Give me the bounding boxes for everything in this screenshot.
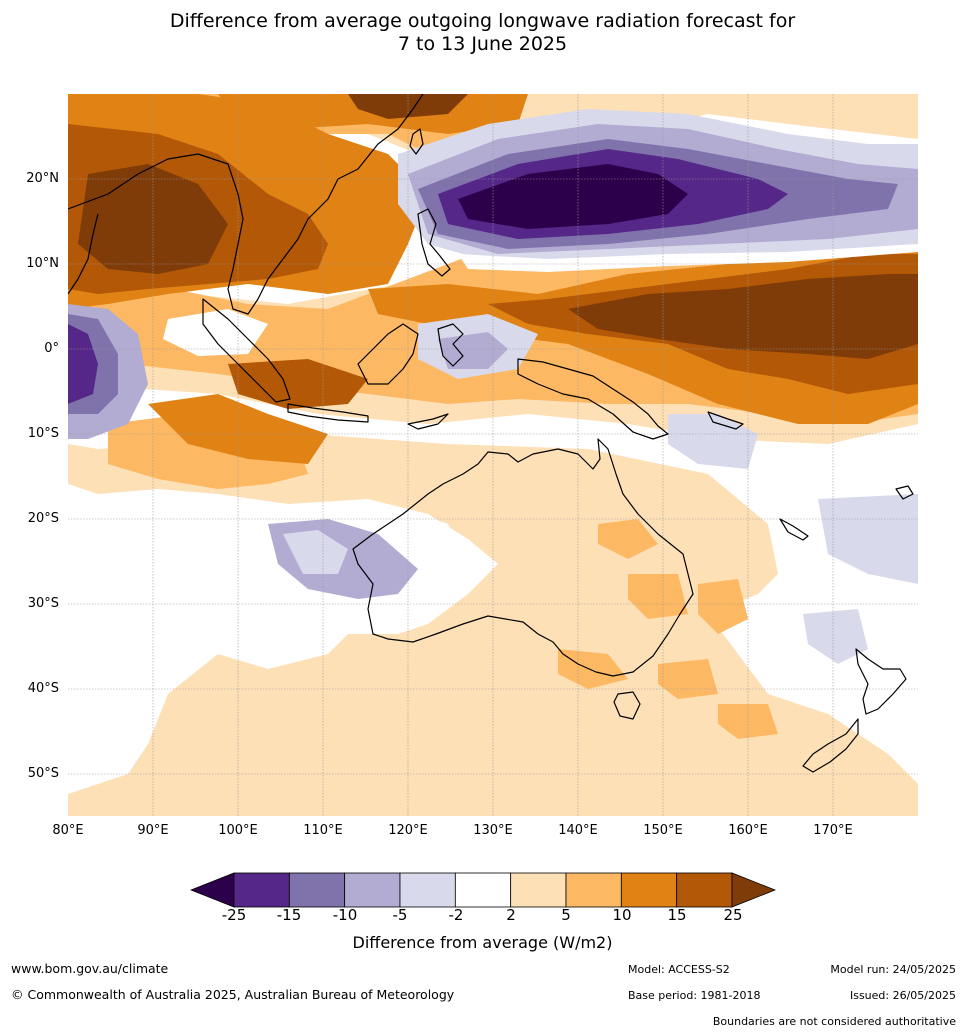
anomaly-zone-brown-maritime <box>228 359 368 409</box>
coastline-new-guinea <box>517 358 669 440</box>
anomaly-zone-dark-orange-maritime <box>148 394 328 464</box>
lat-label-40s: 40°S <box>27 681 59 696</box>
lat-label-10n: 10°N <box>26 256 59 271</box>
coastline-fiji <box>895 485 914 500</box>
lat-label-10s: 10°S <box>27 426 59 441</box>
colorbar-segment <box>454 872 512 908</box>
coastline-india-east <box>68 213 99 295</box>
anomaly-zone-light-purple-coral-north <box>668 414 758 469</box>
anomaly-zone-light-purple-tasman <box>803 609 868 664</box>
anomaly-zone-orange-east-australia <box>698 579 748 634</box>
colorbar-arrow-min <box>190 872 235 908</box>
anomaly-zone-orange-central-australia <box>598 519 658 559</box>
footer-model: Model: ACCESS-S2 <box>628 963 730 976</box>
coastline-timor <box>407 413 449 430</box>
lat-label-20n: 20°N <box>26 171 59 186</box>
anomaly-zone-white-sumatra <box>163 309 268 356</box>
title-line-2: 7 to 13 June 2025 <box>397 33 568 55</box>
graticule <box>68 94 918 816</box>
anomaly-zone-darkest-brown-asia <box>78 164 228 274</box>
lon-label-170e: 170°E <box>813 823 853 838</box>
coastline-asia-mainland <box>68 94 424 315</box>
colorbar-arrow-max <box>731 872 776 908</box>
coastline-taiwan <box>409 128 424 155</box>
colorbar-segment <box>565 872 622 908</box>
coastline-sulawesi <box>437 323 464 367</box>
title-line-1: Difference from average outgoing longwav… <box>169 10 796 32</box>
lon-label-130e: 130°E <box>473 823 513 838</box>
anomaly-zone-darkest-brown-pacific <box>568 274 918 359</box>
footer-disclaimer: Boundaries are not considered authoritat… <box>712 1015 956 1028</box>
colorbar-tick: -2 <box>448 906 464 924</box>
colorbar-segment <box>288 872 346 908</box>
colorbar-tick: -25 <box>221 906 247 924</box>
colorbar <box>190 872 776 908</box>
colorbar-segment <box>510 872 567 908</box>
anomaly-zone-orange-bight <box>558 649 628 689</box>
colorbar-tick: 10 <box>612 906 632 924</box>
lat-label-50s: 50°S <box>27 766 59 781</box>
colorbar-segment <box>676 872 733 908</box>
lat-label-20s: 20°S <box>27 511 59 526</box>
lat-label-0: 0° <box>44 341 59 356</box>
coastline-borneo <box>357 323 419 385</box>
coastline-solomon-islands <box>707 411 744 430</box>
olr-anomaly-map[interactable] <box>68 94 918 816</box>
colorbar-tick: 15 <box>667 906 687 924</box>
lon-label-150e: 150°E <box>643 823 683 838</box>
coastline-new-zealand-south <box>802 718 859 773</box>
lon-label-100e: 100°E <box>218 823 258 838</box>
footer-website-link[interactable]: www.bom.gov.au/climate <box>11 961 169 976</box>
colorbar-tick: -15 <box>276 906 302 924</box>
footer-model-run: Model run: 24/05/2025 <box>830 963 956 976</box>
chart-title: Difference from average outgoing longwav… <box>0 10 965 56</box>
colorbar-segment <box>620 872 678 908</box>
anomaly-zone-lightest-purple-western-australia <box>283 530 348 574</box>
coastline-australia <box>352 438 694 677</box>
coastline-philippines <box>417 208 451 277</box>
lat-label-30s: 30°S <box>27 596 59 611</box>
coastlines <box>68 94 914 773</box>
lon-label-110e: 110°E <box>303 823 343 838</box>
footer-issued: Issued: 26/05/2025 <box>849 989 956 1002</box>
colorbar-label: Difference from average (W/m2) <box>352 933 613 952</box>
coastline-new-zealand-north <box>855 648 907 715</box>
footer-base-period: Base period: 1981-2018 <box>628 989 761 1002</box>
map-panel[interactable] <box>68 94 918 816</box>
anomaly-zone-orange-tasman <box>658 659 718 699</box>
colorbar-tick: 5 <box>561 906 571 924</box>
lon-label-120e: 120°E <box>388 823 428 838</box>
coastline-java <box>287 403 369 423</box>
coastline-sumatra <box>202 298 291 403</box>
colorbar-tick: 2 <box>506 906 516 924</box>
anomaly-zone-white-equatorial-pacific <box>458 244 918 272</box>
lon-label-140e: 140°E <box>558 823 598 838</box>
colorbar-segment <box>233 872 290 908</box>
footer-copyright: © Commonwealth of Australia 2025, Austra… <box>11 987 455 1002</box>
anomaly-zone-light-purple-tasman-east <box>818 494 918 584</box>
anomaly-zone-purple-indian <box>68 324 98 404</box>
colorbar-tick: -5 <box>392 906 408 924</box>
coastline-new-caledonia <box>779 518 809 541</box>
coastline-tasmania <box>613 691 641 720</box>
colorbar-segment <box>399 872 456 908</box>
colorbar-tick: -10 <box>332 906 358 924</box>
lon-label-90e: 90°E <box>137 823 169 838</box>
lon-label-80e: 80°E <box>52 823 84 838</box>
colorbar-tick: 25 <box>723 906 743 924</box>
anomaly-zone-orange-south-australia <box>628 574 688 619</box>
lon-label-160e: 160°E <box>728 823 768 838</box>
colorbar-segment <box>344 872 401 908</box>
anomaly-zone-dark-purple-pacific <box>458 164 688 229</box>
